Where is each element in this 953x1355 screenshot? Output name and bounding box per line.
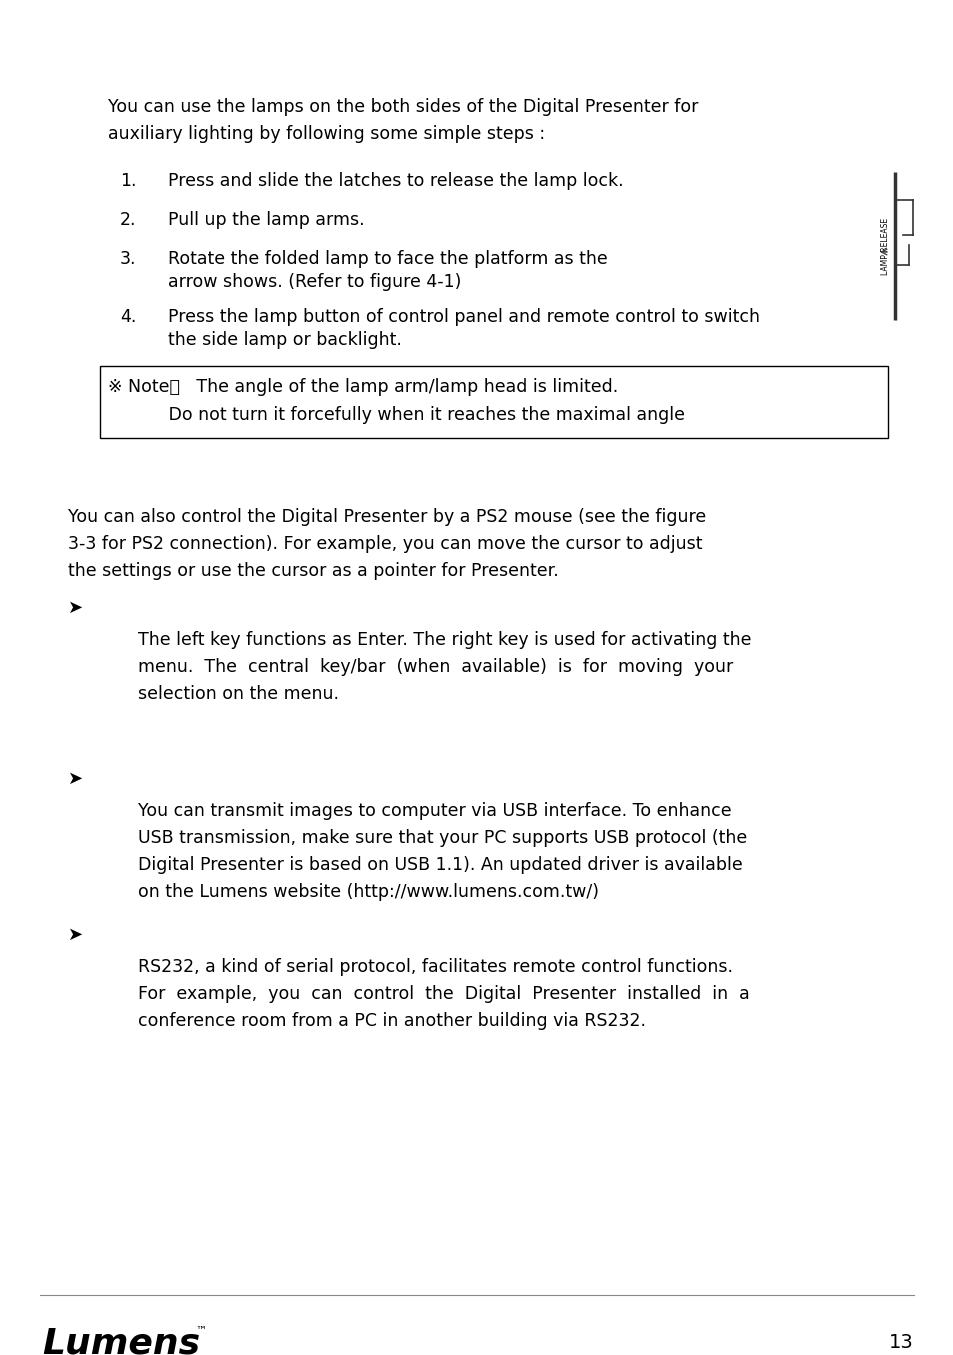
Text: ➤: ➤ (68, 770, 83, 789)
Text: ※ Note：   The angle of the lamp arm/lamp head is limited.: ※ Note： The angle of the lamp arm/lamp h… (108, 378, 618, 396)
Text: the settings or use the cursor as a pointer for Presenter.: the settings or use the cursor as a poin… (68, 562, 558, 580)
Text: Digital Presenter is based on USB 1.1). An updated driver is available: Digital Presenter is based on USB 1.1). … (138, 856, 742, 874)
Text: 3-3 for PS2 connection). For example, you can move the cursor to adjust: 3-3 for PS2 connection). For example, yo… (68, 535, 701, 553)
Text: Press and slide the latches to release the lamp lock.: Press and slide the latches to release t… (168, 172, 623, 190)
Text: ™: ™ (194, 1327, 206, 1336)
Bar (100, 366, 887, 438)
Text: 1.: 1. (120, 172, 136, 190)
Text: For  example,  you  can  control  the  Digital  Presenter  installed  in  a: For example, you can control the Digital… (138, 985, 749, 1003)
Text: Do not turn it forcefully when it reaches the maximal angle: Do not turn it forcefully when it reache… (108, 406, 684, 424)
Text: 4.: 4. (120, 308, 136, 327)
Text: ➤: ➤ (68, 925, 83, 944)
Text: 3.: 3. (120, 251, 136, 268)
Text: You can use the lamps on the both sides of the Digital Presenter for: You can use the lamps on the both sides … (108, 98, 698, 117)
Text: RS232, a kind of serial protocol, facilitates remote control functions.: RS232, a kind of serial protocol, facili… (138, 958, 732, 976)
Text: LAMP RELEASE: LAMP RELEASE (881, 217, 889, 275)
Text: Rotate the folded lamp to face the platform as the: Rotate the folded lamp to face the platf… (168, 251, 607, 268)
Text: USB transmission, make sure that your PC supports USB protocol (the: USB transmission, make sure that your PC… (138, 829, 746, 847)
Text: conference room from a PC in another building via RS232.: conference room from a PC in another bui… (138, 1012, 645, 1030)
Text: arrow shows. (Refer to figure 4-1): arrow shows. (Refer to figure 4-1) (168, 272, 461, 291)
Text: You can transmit images to computer via USB interface. To enhance: You can transmit images to computer via … (138, 802, 731, 820)
Text: selection on the menu.: selection on the menu. (138, 686, 338, 703)
Text: on the Lumens website (http://www.lumens.com.tw/): on the Lumens website (http://www.lumens… (138, 883, 598, 901)
Text: The left key functions as Enter. The right key is used for activating the: The left key functions as Enter. The rig… (138, 631, 751, 649)
Text: Lumens: Lumens (42, 1327, 200, 1355)
Text: ➤: ➤ (68, 599, 83, 617)
Text: menu.  The  central  key/bar  (when  available)  is  for  moving  your: menu. The central key/bar (when availabl… (138, 659, 733, 676)
Text: 2.: 2. (120, 211, 136, 229)
Text: the side lamp or backlight.: the side lamp or backlight. (168, 331, 401, 350)
Text: You can also control the Digital Presenter by a PS2 mouse (see the figure: You can also control the Digital Present… (68, 508, 705, 526)
Text: Pull up the lamp arms.: Pull up the lamp arms. (168, 211, 364, 229)
Text: Press the lamp button of control panel and remote control to switch: Press the lamp button of control panel a… (168, 308, 760, 327)
Text: auxiliary lighting by following some simple steps :: auxiliary lighting by following some sim… (108, 125, 544, 144)
Text: 13: 13 (888, 1333, 913, 1352)
